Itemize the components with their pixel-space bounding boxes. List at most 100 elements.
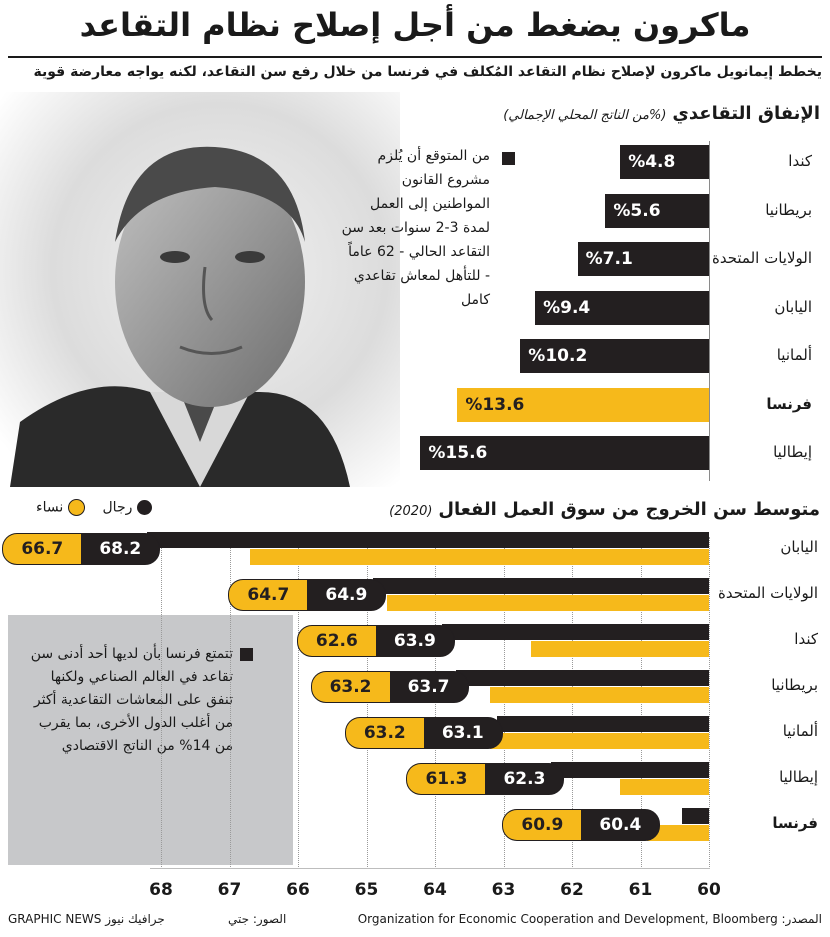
women-bar	[530, 641, 709, 657]
women-bar	[489, 687, 709, 703]
exit-age-title-text: متوسط سن الخروج من سوق العمل الفعال	[438, 499, 820, 520]
men-bar	[455, 670, 709, 686]
x-tick-label: 67	[217, 880, 242, 900]
country-label: ألمانيا	[782, 722, 818, 740]
women-bar	[387, 595, 709, 611]
retirement-bill-note: من المتوقع أن يُلزم مشروع القانون المواط…	[341, 148, 490, 308]
age-value-pill: 61.3 62.3	[406, 763, 565, 795]
source-credit: المصدر: Organization for Economic Cooper…	[357, 912, 822, 926]
spending-bar	[420, 436, 709, 470]
spending-bar	[520, 339, 709, 373]
spending-title-text: الإنفاق التقاعدي	[672, 103, 820, 124]
spending-value-label: %9.4	[543, 297, 591, 318]
age-value-pill: 62.6 63.9	[296, 625, 455, 657]
x-tick-label: 65	[354, 880, 379, 900]
photo-credit: الصور: جتي	[228, 912, 287, 926]
x-tick-label: 62	[560, 880, 584, 900]
country-label: ألمانيا	[776, 346, 812, 364]
country-label: اليابان	[774, 297, 812, 316]
women-age-value: 64.7	[229, 580, 308, 610]
spending-bar	[457, 387, 709, 422]
country-label: الولايات المتحدة	[717, 584, 818, 602]
footer: المصدر: Organization for Economic Cooper…	[8, 912, 822, 932]
note-bullet-square	[240, 648, 253, 661]
age-value-pill: 66.7 68.2	[2, 533, 161, 565]
spending-value-label: %10.2	[528, 346, 588, 366]
agency-credit: GRAPHIC NEWS جرافيك نيوز	[8, 912, 165, 926]
exit-age-year: (2020)	[389, 504, 433, 519]
spending-value-label: %15.6	[428, 443, 488, 463]
x-tick-label: 63	[491, 880, 516, 900]
women-bar	[489, 733, 709, 749]
men-bar	[551, 762, 709, 778]
spending-value-label: %5.6	[613, 200, 661, 221]
title-divider	[8, 56, 822, 58]
men-age-value: 63.7	[389, 672, 468, 702]
men-age-value: 64.9	[307, 580, 386, 610]
country-label: كندا	[788, 152, 812, 170]
men-bar	[681, 808, 709, 824]
spending-bar	[535, 290, 709, 325]
x-tick-label: 64	[423, 880, 447, 900]
spending-subtitle: (%من الناتج المحلي الإجمالي)	[503, 108, 667, 123]
x-gridline	[298, 537, 299, 867]
country-label: فرنسا	[766, 394, 812, 413]
x-tick-label: 66	[286, 880, 310, 900]
x-gridline	[229, 537, 231, 867]
women-age-value: 62.6	[297, 626, 376, 656]
women-age-value: 61.3	[407, 764, 486, 794]
men-bar	[441, 624, 709, 640]
legend-women-label: نساء	[36, 499, 64, 516]
country-label: بريطانيا	[771, 676, 818, 694]
legend: رجال نساء	[36, 499, 152, 516]
age-value-pill: 63.2 63.7	[310, 671, 469, 703]
x-gridline	[161, 537, 162, 867]
country-label: بريطانيا	[765, 200, 812, 219]
page-title: ماكرون يضغط من أجل إصلاح نظام التقاعد	[79, 6, 751, 44]
note-bullet-square	[502, 152, 515, 165]
legend-women-swatch	[67, 499, 85, 516]
women-age-value: 63.2	[311, 672, 390, 702]
x-tick-label: 68	[149, 880, 173, 900]
spending-value-label: %7.1	[585, 249, 633, 269]
women-bar	[250, 549, 709, 565]
age-value-pill: 60.9 60.4	[502, 809, 661, 841]
women-age-value: 60.9	[503, 810, 582, 840]
legend-men-swatch	[136, 500, 152, 515]
country-label: اليابان	[780, 538, 818, 556]
men-bar	[373, 578, 709, 594]
x-gridline	[709, 537, 710, 867]
men-age-value: 60.4	[581, 810, 660, 840]
men-age-value: 63.9	[375, 626, 454, 656]
women-age-value: 66.7	[3, 534, 82, 564]
page-subtitle: يخطط إيمانويل ماكرون لإصلاح نظام التقاعد…	[33, 64, 823, 80]
spending-value-label: %4.8	[628, 152, 676, 172]
spending-bar	[605, 193, 709, 228]
men-age-value: 63.1	[423, 718, 502, 748]
spending-bar	[577, 242, 709, 276]
legend-men-label: رجال	[102, 499, 133, 516]
spending-chart-title: الإنفاق التقاعدي (%من الناتج المحلي الإجم…	[503, 103, 820, 124]
country-label: كندا	[794, 630, 818, 648]
country-label: إيطاليا	[773, 443, 812, 461]
men-bar	[496, 716, 709, 732]
x-tick-label: 61	[628, 880, 653, 900]
chart1-divider	[709, 141, 710, 481]
x-axis-baseline	[150, 868, 710, 869]
country-label: فرنسا	[772, 814, 818, 832]
men-bar	[147, 532, 709, 548]
exit-age-chart-title: متوسط سن الخروج من سوق العمل الفعال (2020…	[389, 499, 820, 520]
country-label: الولايات المتحدة	[711, 249, 812, 267]
x-tick-label: 60	[697, 880, 721, 900]
women-age-value: 63.2	[345, 718, 424, 748]
spending-bar	[620, 145, 709, 179]
country-label: إيطاليا	[779, 768, 818, 786]
age-value-pill: 63.2 63.1	[344, 717, 503, 749]
age-value-pill: 64.7 64.9	[228, 579, 387, 611]
women-bar	[647, 825, 709, 841]
women-bar	[619, 779, 709, 795]
men-age-value: 62.3	[485, 764, 564, 794]
spending-value-label: %13.6	[465, 394, 525, 415]
macron-portrait	[0, 92, 400, 487]
men-age-value: 68.2	[81, 534, 160, 564]
